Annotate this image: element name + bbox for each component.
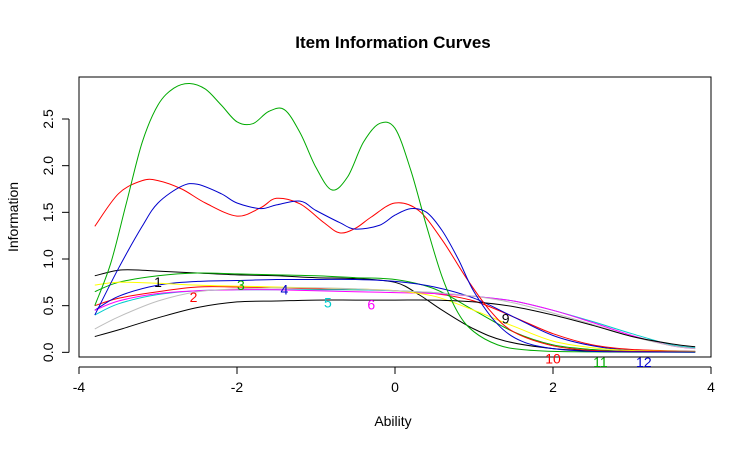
curve-label-1: 1 bbox=[154, 274, 162, 290]
curve-label-10: 10 bbox=[545, 351, 561, 367]
x-axis: -4 -2 0 2 4 bbox=[73, 366, 715, 395]
curve-item-5 bbox=[94, 289, 696, 349]
curve-item-12 bbox=[94, 183, 696, 353]
chart-title: Item Information Curves bbox=[295, 33, 491, 52]
y-axis-label: Information bbox=[5, 182, 21, 252]
curves-group bbox=[94, 82, 696, 353]
curve-label-9: 9 bbox=[502, 310, 510, 326]
x-tick-label: -2 bbox=[231, 379, 244, 395]
x-tick-label: 0 bbox=[391, 379, 399, 395]
curve-label-3: 3 bbox=[237, 277, 245, 293]
y-tick-label: 2.5 bbox=[40, 109, 56, 129]
x-tick-label: -4 bbox=[73, 379, 86, 395]
curve-item-10 bbox=[94, 178, 696, 353]
curve-item-6 bbox=[94, 289, 696, 350]
y-tick-label: 1.0 bbox=[40, 249, 56, 269]
curve-item-8 bbox=[94, 287, 696, 350]
curve-item-3 bbox=[94, 272, 696, 353]
plot-frame bbox=[78, 76, 712, 358]
x-axis-label: Ability bbox=[374, 413, 411, 429]
curve-label-6: 6 bbox=[367, 296, 375, 312]
y-tick-label: 0.0 bbox=[40, 342, 56, 362]
y-tick-label: 2.0 bbox=[40, 156, 56, 176]
x-tick-label: 4 bbox=[707, 379, 715, 395]
y-axis: 0.0 0.5 1.0 1.5 2.0 2.5 bbox=[40, 109, 70, 362]
y-tick-label: 1.5 bbox=[40, 202, 56, 222]
curve-item-9 bbox=[94, 299, 696, 348]
x-tick-label: 2 bbox=[549, 379, 557, 395]
y-tick-label: 0.5 bbox=[40, 296, 56, 316]
curve-label-12: 12 bbox=[636, 354, 652, 370]
curve-item-11 bbox=[94, 82, 696, 353]
curve-item-2 bbox=[94, 286, 696, 352]
curve-label-11: 11 bbox=[593, 354, 608, 370]
curve-label-4: 4 bbox=[281, 281, 289, 297]
curve-item-4 bbox=[94, 278, 696, 352]
curve-label-2: 2 bbox=[190, 289, 198, 305]
curve-label-5: 5 bbox=[324, 295, 332, 311]
